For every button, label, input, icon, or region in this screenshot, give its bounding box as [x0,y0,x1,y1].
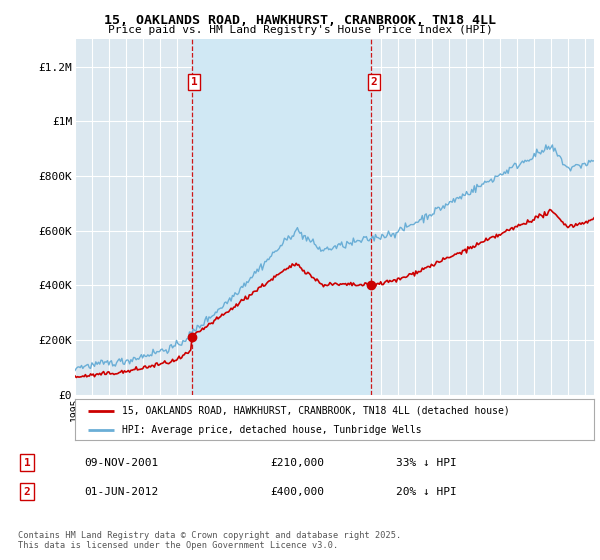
Text: HPI: Average price, detached house, Tunbridge Wells: HPI: Average price, detached house, Tunb… [122,424,421,435]
Text: 33% ↓ HPI: 33% ↓ HPI [396,458,457,468]
Text: Price paid vs. HM Land Registry's House Price Index (HPI): Price paid vs. HM Land Registry's House … [107,25,493,35]
Bar [192,39,371,395]
Text: 15, OAKLANDS ROAD, HAWKHURST, CRANBROOK, TN18 4LL (detached house): 15, OAKLANDS ROAD, HAWKHURST, CRANBROOK,… [122,405,509,416]
Text: 09-NOV-2001: 09-NOV-2001 [84,458,158,468]
Text: 15, OAKLANDS ROAD, HAWKHURST, CRANBROOK, TN18 4LL: 15, OAKLANDS ROAD, HAWKHURST, CRANBROOK,… [104,14,496,27]
Text: 01-JUN-2012: 01-JUN-2012 [84,487,158,497]
Text: 2: 2 [371,77,377,87]
Text: 20% ↓ HPI: 20% ↓ HPI [396,487,457,497]
Text: 1: 1 [23,458,31,468]
Text: 1: 1 [191,77,197,87]
Text: £210,000: £210,000 [270,458,324,468]
Text: 2: 2 [23,487,31,497]
Text: £400,000: £400,000 [270,487,324,497]
Text: Contains HM Land Registry data © Crown copyright and database right 2025.
This d: Contains HM Land Registry data © Crown c… [18,531,401,550]
